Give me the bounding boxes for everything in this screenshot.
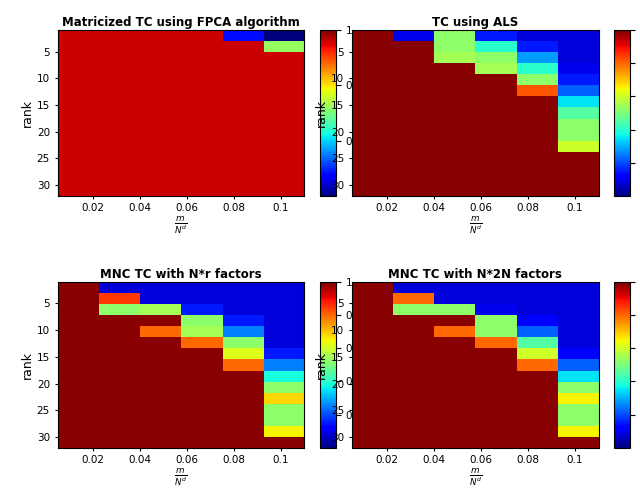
Title: Matricized TC using FPCA algorithm: Matricized TC using FPCA algorithm — [62, 16, 300, 29]
X-axis label: $\frac{m}{N^d}$: $\frac{m}{N^d}$ — [174, 467, 188, 488]
Y-axis label: rank: rank — [316, 351, 328, 379]
Title: MNC TC with N*2N factors: MNC TC with N*2N factors — [388, 268, 562, 281]
Title: MNC TC with N*r factors: MNC TC with N*r factors — [100, 268, 262, 281]
Title: TC using ALS: TC using ALS — [432, 16, 518, 29]
X-axis label: $\frac{m}{N^d}$: $\frac{m}{N^d}$ — [468, 467, 482, 488]
X-axis label: $\frac{m}{N^d}$: $\frac{m}{N^d}$ — [174, 215, 188, 236]
X-axis label: $\frac{m}{N^d}$: $\frac{m}{N^d}$ — [468, 215, 482, 236]
Y-axis label: rank: rank — [21, 99, 34, 127]
Y-axis label: rank: rank — [21, 351, 34, 379]
Y-axis label: rank: rank — [316, 99, 328, 127]
